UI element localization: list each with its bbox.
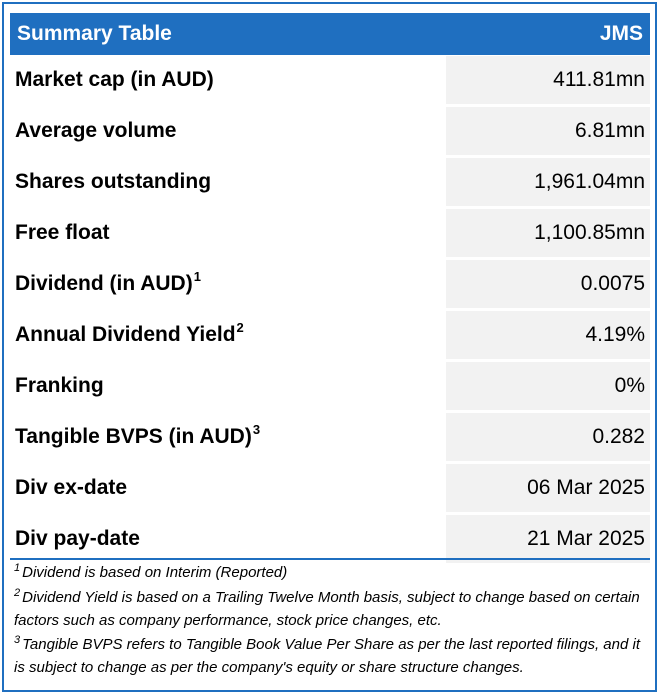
footnote-marker: 2 [236,319,244,335]
row-value: 4.19% [446,311,650,359]
row-value: 6.81mn [446,107,650,155]
row-value: 0.282 [446,413,650,461]
footnote-marker: 1 [193,268,201,284]
table-row: Free float 1,100.85mn [10,209,650,260]
table-row: Tangible BVPS (in AUD) 3 0.282 [10,413,650,464]
table-header: Summary Table JMS [10,13,650,55]
row-label: Average volume [10,107,443,155]
table-row: Shares outstanding 1,961.04mn [10,158,650,209]
row-value: 21 Mar 2025 [446,515,650,563]
table-title: Summary Table [17,22,172,45]
row-value: 411.81mn [446,56,650,104]
row-label: Annual Dividend Yield 2 [10,311,443,359]
row-label: Div pay-date [10,515,443,563]
row-label: Shares outstanding [10,158,443,206]
table-row: Annual Dividend Yield 2 4.19% [10,311,650,362]
footnote: 2 Dividend Yield is based on a Trailing T… [14,587,640,629]
ticker-symbol: JMS [599,22,643,45]
row-value: 1,961.04mn [446,158,650,206]
row-value: 0.0075 [446,260,650,308]
row-label: Free float [10,209,443,257]
row-label: Div ex-date [10,464,443,512]
row-label: Market cap (in AUD) [10,56,443,104]
table-row: Dividend (in AUD) 1 0.0075 [10,260,650,311]
summary-rows: Market cap (in AUD) 411.81mn Average vol… [10,56,650,566]
footnote: 3 Tangible BVPS refers to Tangible Book V… [14,634,640,676]
row-value: 0% [446,362,650,410]
table-row: Div ex-date 06 Mar 2025 [10,464,650,515]
footnote: 1 Dividend is based on Interim (Reported) [14,562,288,581]
row-label: Dividend (in AUD) 1 [10,260,443,308]
row-value: 1,100.85mn [446,209,650,257]
table-row: Average volume 6.81mn [10,107,650,158]
table-row: Div pay-date 21 Mar 2025 [10,515,650,566]
footnotes: 1 Dividend is based on Interim (Reported)… [14,562,644,681]
table-row: Market cap (in AUD) 411.81mn [10,56,650,107]
row-label: Tangible BVPS (in AUD) 3 [10,413,443,461]
row-value: 06 Mar 2025 [446,464,650,512]
table-row: Franking 0% [10,362,650,413]
row-label: Franking [10,362,443,410]
footnote-divider [10,558,650,560]
footnote-marker: 3 [252,421,261,437]
